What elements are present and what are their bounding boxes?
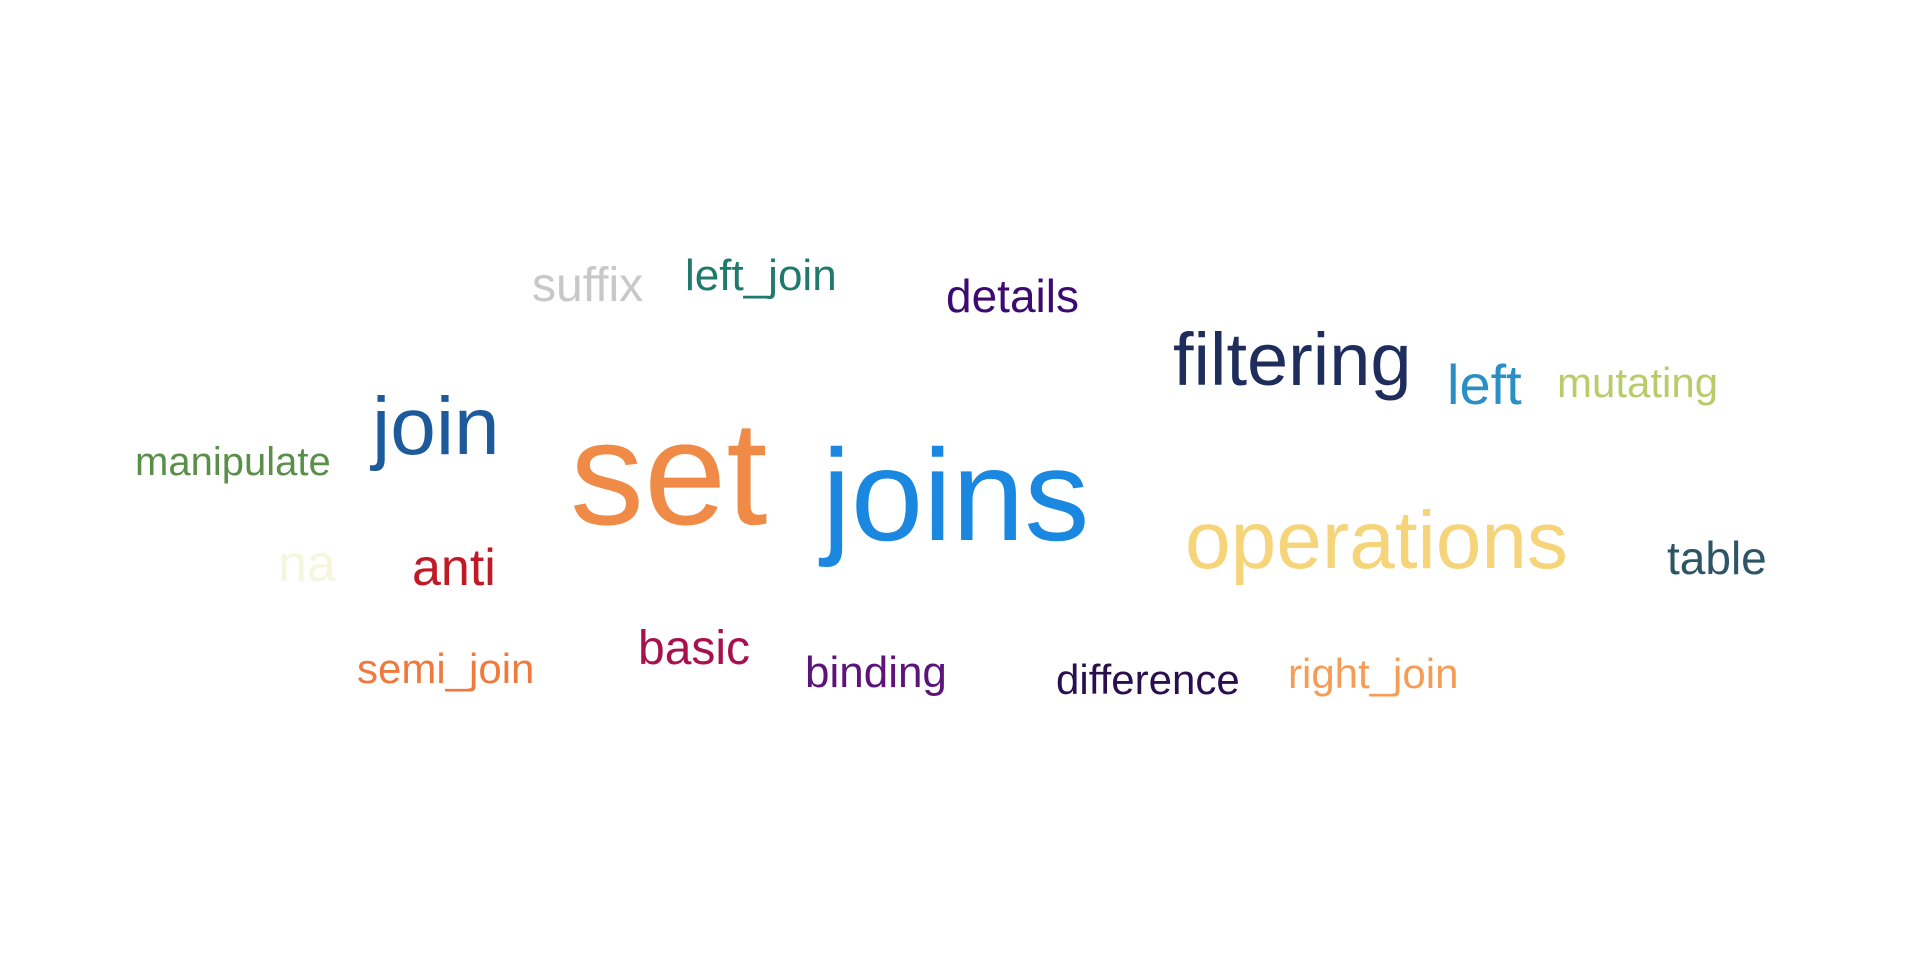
word-filtering: filtering bbox=[1173, 318, 1412, 401]
word-semi-join: semi_join bbox=[357, 645, 535, 692]
word-table: table bbox=[1667, 532, 1767, 584]
word-operations: operations bbox=[1185, 495, 1568, 586]
word-set: set bbox=[570, 391, 768, 556]
word-join: join bbox=[372, 381, 500, 472]
word-mutating: mutating bbox=[1557, 359, 1719, 406]
word-details: details bbox=[946, 270, 1079, 322]
word-left: left bbox=[1447, 353, 1522, 416]
word-manipulate: manipulate bbox=[135, 440, 331, 484]
word-right-join: right_join bbox=[1288, 650, 1459, 697]
word-na: na bbox=[278, 535, 336, 593]
word-difference: difference bbox=[1056, 656, 1240, 703]
word-left-join: left_join bbox=[685, 251, 837, 300]
word-basic: basic bbox=[638, 622, 751, 675]
word-suffix: suffix bbox=[532, 259, 644, 312]
word-joins: joins bbox=[822, 422, 1090, 568]
word-anti: anti bbox=[412, 539, 496, 597]
word-binding: binding bbox=[805, 648, 947, 697]
